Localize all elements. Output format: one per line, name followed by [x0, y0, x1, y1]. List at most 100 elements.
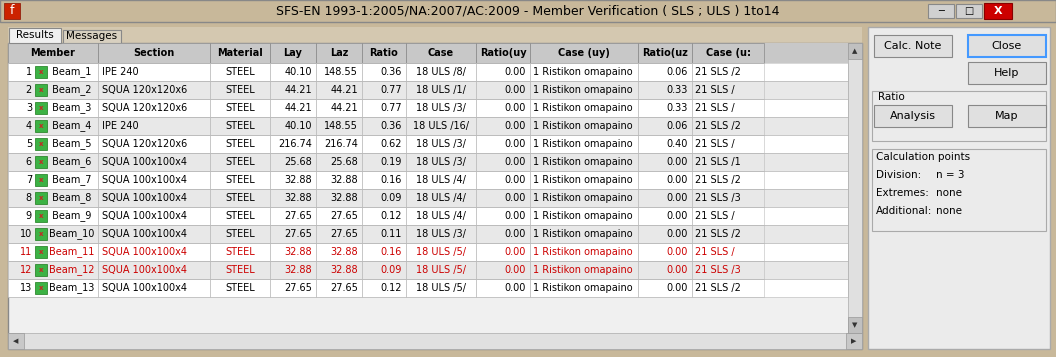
Bar — [476, 63, 530, 81]
Text: x: x — [39, 123, 43, 129]
Bar — [8, 207, 848, 225]
Text: Ratio(uz: Ratio(uz — [642, 48, 687, 58]
Bar — [35, 192, 48, 204]
Text: 0.00: 0.00 — [666, 193, 689, 203]
Text: 1 Ristikon omapaino: 1 Ristikon omapaino — [533, 157, 633, 167]
Text: 18 ULS /4/: 18 ULS /4/ — [416, 175, 466, 185]
Text: 1 Ristikon omapaino: 1 Ristikon omapaino — [533, 283, 633, 293]
Text: 216.74: 216.74 — [324, 139, 358, 149]
Bar — [406, 243, 476, 261]
Bar — [316, 81, 362, 99]
Bar — [210, 99, 270, 117]
Bar — [98, 135, 210, 153]
Text: STEEL: STEEL — [225, 175, 254, 185]
Text: 148.55: 148.55 — [324, 121, 358, 131]
Text: 0.06: 0.06 — [666, 67, 689, 77]
Text: STEEL: STEEL — [225, 85, 254, 95]
Text: 1 Ristikon omapaino: 1 Ristikon omapaino — [533, 193, 633, 203]
Bar — [638, 117, 692, 135]
Bar — [530, 261, 638, 279]
Bar — [638, 279, 692, 297]
Bar — [638, 81, 692, 99]
Text: 18 ULS /16/: 18 ULS /16/ — [413, 121, 469, 131]
Bar — [406, 261, 476, 279]
Bar — [956, 4, 982, 18]
Text: 2: 2 — [25, 85, 32, 95]
Bar — [692, 81, 763, 99]
Bar — [8, 243, 848, 261]
Bar — [692, 261, 763, 279]
Bar — [8, 43, 862, 349]
Text: 11: 11 — [20, 247, 32, 257]
Bar — [270, 135, 316, 153]
Bar — [848, 43, 862, 59]
Bar — [8, 171, 848, 189]
Bar — [8, 243, 98, 261]
Text: STEEL: STEEL — [225, 211, 254, 221]
Text: x: x — [39, 213, 43, 219]
Bar — [8, 189, 848, 207]
Text: STEEL: STEEL — [225, 193, 254, 203]
Text: 1 Ristikon omapaino: 1 Ristikon omapaino — [533, 247, 633, 257]
Text: Messages: Messages — [67, 31, 117, 41]
Bar — [638, 207, 692, 225]
Bar — [316, 279, 362, 297]
Text: 27.65: 27.65 — [331, 211, 358, 221]
Text: ▲: ▲ — [852, 48, 857, 54]
Text: 18 ULS /8/: 18 ULS /8/ — [416, 67, 466, 77]
Bar — [692, 153, 763, 171]
Bar — [316, 135, 362, 153]
Text: ▼: ▼ — [852, 322, 857, 328]
Text: 0.00: 0.00 — [505, 265, 526, 275]
Text: 21 SLS /2: 21 SLS /2 — [695, 67, 741, 77]
Text: 148.55: 148.55 — [324, 67, 358, 77]
Text: 0.00: 0.00 — [505, 157, 526, 167]
Bar — [8, 279, 848, 297]
Text: 18 ULS /3/: 18 ULS /3/ — [416, 139, 466, 149]
Bar — [8, 135, 98, 153]
Bar — [406, 43, 476, 63]
Bar — [968, 62, 1046, 84]
Text: 40.10: 40.10 — [284, 121, 312, 131]
Bar — [692, 171, 763, 189]
Text: 21 SLS /2: 21 SLS /2 — [695, 283, 741, 293]
Text: Additional:: Additional: — [876, 206, 932, 216]
Text: 0.12: 0.12 — [380, 283, 402, 293]
Text: 0.16: 0.16 — [380, 175, 402, 185]
Bar — [692, 189, 763, 207]
Text: 27.65: 27.65 — [331, 229, 358, 239]
Text: x: x — [39, 231, 43, 237]
Bar — [270, 171, 316, 189]
Text: 18 ULS /4/: 18 ULS /4/ — [416, 211, 466, 221]
Bar — [476, 43, 530, 63]
Text: SQUA 100x100x4: SQUA 100x100x4 — [102, 157, 187, 167]
Text: Beam_13: Beam_13 — [49, 282, 94, 293]
Text: x: x — [39, 69, 43, 75]
Bar — [210, 225, 270, 243]
Bar — [362, 63, 406, 81]
Bar — [8, 81, 98, 99]
Text: ◀: ◀ — [14, 338, 19, 344]
Bar — [530, 171, 638, 189]
Bar — [98, 279, 210, 297]
Text: SQUA 120x120x6: SQUA 120x120x6 — [102, 103, 187, 113]
Text: Beam_9: Beam_9 — [49, 211, 92, 221]
Bar — [35, 282, 48, 294]
Text: SQUA 120x120x6: SQUA 120x120x6 — [102, 139, 187, 149]
Text: Results: Results — [16, 30, 54, 40]
Text: 1 Ristikon omapaino: 1 Ristikon omapaino — [533, 67, 633, 77]
Bar — [8, 243, 848, 261]
Bar — [638, 63, 692, 81]
Bar — [210, 43, 270, 63]
Bar — [8, 333, 862, 349]
Text: 21 SLS /2: 21 SLS /2 — [695, 175, 741, 185]
Bar — [270, 117, 316, 135]
Bar — [362, 207, 406, 225]
Text: 18 ULS /5/: 18 ULS /5/ — [416, 283, 466, 293]
Bar — [692, 135, 763, 153]
Text: Beam_4: Beam_4 — [49, 121, 92, 131]
Text: 44.21: 44.21 — [331, 103, 358, 113]
Bar — [8, 63, 848, 81]
Bar — [8, 117, 848, 135]
Bar — [530, 207, 638, 225]
